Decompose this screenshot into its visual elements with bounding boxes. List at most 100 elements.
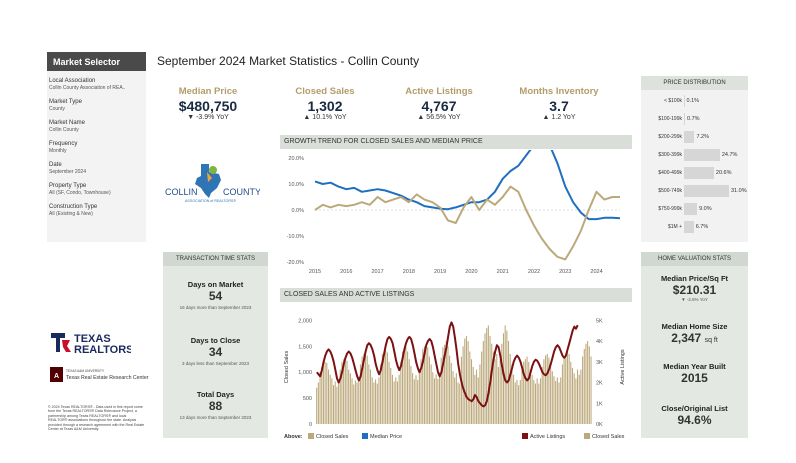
x-tick-label: 2020 xyxy=(465,269,477,275)
kpi-closed-sales: Closed Sales 1,302 ▲ 10.1% YoY xyxy=(275,86,375,121)
closed-sales-bar xyxy=(417,380,419,424)
closed-sales-bar xyxy=(425,343,427,424)
filter-construction-type[interactable]: Construction Type All (Existing & New) xyxy=(47,204,146,218)
price-bucket-label: $100-199k xyxy=(658,116,682,122)
price-bucket-label: $1M + xyxy=(667,224,682,230)
x-tick-label: 2016 xyxy=(340,269,352,275)
texas-map-icon xyxy=(195,164,221,198)
price-bucket-label: $750-999k xyxy=(658,206,682,212)
closed-sales-bar xyxy=(524,359,526,424)
y2-tick-label: 0K xyxy=(596,422,603,428)
closed-sales-bar xyxy=(452,371,454,424)
market-selector-panel: Market Selector Local Association Collin … xyxy=(47,52,146,242)
stat-value: 34 xyxy=(208,345,223,359)
total-days-stat: Total Days 88 13 days more than Septembe… xyxy=(163,390,268,420)
filter-value[interactable]: All (SF, Condo, Townhouse) xyxy=(49,190,111,196)
closed-sales-bar xyxy=(322,364,324,424)
x-tick-label: 2021 xyxy=(497,269,509,275)
series-line-median-price xyxy=(314,150,621,221)
closed-sales-bar xyxy=(363,354,365,424)
stat-value: 2015 xyxy=(681,371,708,385)
closed-sales-bar xyxy=(444,344,446,424)
tamu-small-text: TEXAS A&M UNIVERSITY xyxy=(66,369,105,373)
closed-sales-bar xyxy=(585,343,587,424)
legend-swatch xyxy=(308,433,314,439)
home-valuation-header: HOME VALUATION STATS xyxy=(641,252,748,266)
kpi-label: Months Inventory xyxy=(519,86,599,97)
filter-value[interactable]: Monthly xyxy=(49,148,67,154)
price-bucket-row: $1M + 6.7% xyxy=(641,221,748,233)
price-bucket-bar xyxy=(684,95,685,107)
tamu-name-text: Texas Real Estate Research Center xyxy=(66,375,149,381)
price-bucket-label: $400-499k xyxy=(658,170,682,176)
collin-logo-line3: ASSOCIATION of REALTORS® xyxy=(185,199,236,203)
closed-sales-bar xyxy=(514,382,516,424)
closed-sales-bar xyxy=(368,364,370,424)
filter-local-association[interactable]: Local Association Collin County Associati… xyxy=(47,78,146,92)
page-title: September 2024 Market Statistics - Colli… xyxy=(157,54,420,68)
stat-note: 16 days more than September 2023 xyxy=(179,305,252,310)
median-home-size-stat: Median Home Size 2,347 sq ft xyxy=(641,322,748,345)
closed-sales-bar xyxy=(440,357,442,424)
price-bucket-label: $500-749k xyxy=(658,188,682,194)
closed-sales-bar xyxy=(332,385,335,424)
filter-property-type[interactable]: Property Type All (SF, Condo, Townhouse) xyxy=(47,183,146,197)
closed-sales-bar xyxy=(348,369,350,424)
stat-label: Median Price/Sq Ft xyxy=(660,274,729,283)
collin-logo-line2: COUNTY xyxy=(223,187,260,197)
filter-value[interactable]: Collin County xyxy=(49,127,79,133)
closed-sales-bar xyxy=(481,351,483,424)
price-bucket-row: < $100k 0.1% xyxy=(641,95,748,107)
stat-value: 94.6% xyxy=(677,413,712,427)
closed-sales-bar xyxy=(418,373,420,424)
closed-sales-bar xyxy=(531,374,533,424)
closed-sales-bar xyxy=(437,378,439,424)
closed-sales-bar xyxy=(583,348,585,424)
closed-sales-bar xyxy=(380,364,382,424)
tx-logo-line1: TEXAS xyxy=(74,333,111,345)
closed-sales-bar xyxy=(479,364,481,424)
filter-market-name[interactable]: Market Name Collin County xyxy=(47,120,146,134)
closed-sales-bar xyxy=(427,347,429,424)
kpi-change: ▲ 10.1% YoY xyxy=(303,114,347,121)
closed-sales-bar xyxy=(370,369,372,424)
closed-sales-bar xyxy=(371,377,373,424)
closed-sales-bar xyxy=(533,380,535,424)
closed-sales-bar xyxy=(571,368,574,424)
filter-value[interactable]: Collin County Association of REA.. xyxy=(49,85,126,91)
legend-item-label: Closed Sales xyxy=(592,434,625,440)
filter-value[interactable]: September 2024 xyxy=(49,169,86,175)
price-bucket-bar xyxy=(684,221,694,233)
closed-sales-bar xyxy=(575,378,577,424)
market-selector-header: Market Selector xyxy=(47,52,146,71)
filter-frequency[interactable]: Frequency Monthly xyxy=(47,141,146,155)
median-price-sqft-stat: Median Price/Sq Ft $210.31 ▼ -2.6% YoY xyxy=(641,274,748,302)
closed-sales-bar xyxy=(316,387,318,424)
closed-sales-bar xyxy=(423,346,425,424)
legend-swatch xyxy=(522,433,528,439)
legend-swatch xyxy=(362,433,368,439)
kpi-label: Active Listings xyxy=(405,86,473,97)
stat-note: 3 days less than September 2023 xyxy=(181,361,250,366)
x-tick-label: 2017 xyxy=(371,269,383,275)
price-bucket-label: $200-299k xyxy=(658,134,682,140)
closed-sales-bar xyxy=(582,356,584,424)
filter-label: Market Type xyxy=(49,99,82,105)
closed-sales-bar xyxy=(566,350,568,424)
filter-label: Date xyxy=(49,162,62,168)
filter-value[interactable]: All (Existing & New) xyxy=(49,211,93,217)
closed-sales-bar xyxy=(358,377,360,424)
filter-value[interactable]: County xyxy=(49,106,65,112)
filter-date[interactable]: Date September 2024 xyxy=(47,162,146,176)
closed-sales-bar xyxy=(395,377,397,424)
filter-market-type[interactable]: Market Type County xyxy=(47,99,146,113)
closed-sales-bar xyxy=(499,359,501,424)
closed-sales-bar xyxy=(472,367,474,424)
series-line-closed-sales xyxy=(314,185,620,261)
price-bucket-value: 7.2% xyxy=(696,134,709,140)
price-bucket-value: 24.7% xyxy=(721,152,738,158)
closed-sales-bar xyxy=(529,369,531,424)
closed-sales-bar xyxy=(450,362,452,424)
filter-label: Local Association xyxy=(49,78,96,84)
texas-realtors-logo: TEXAS REALTORS xyxy=(49,330,134,361)
